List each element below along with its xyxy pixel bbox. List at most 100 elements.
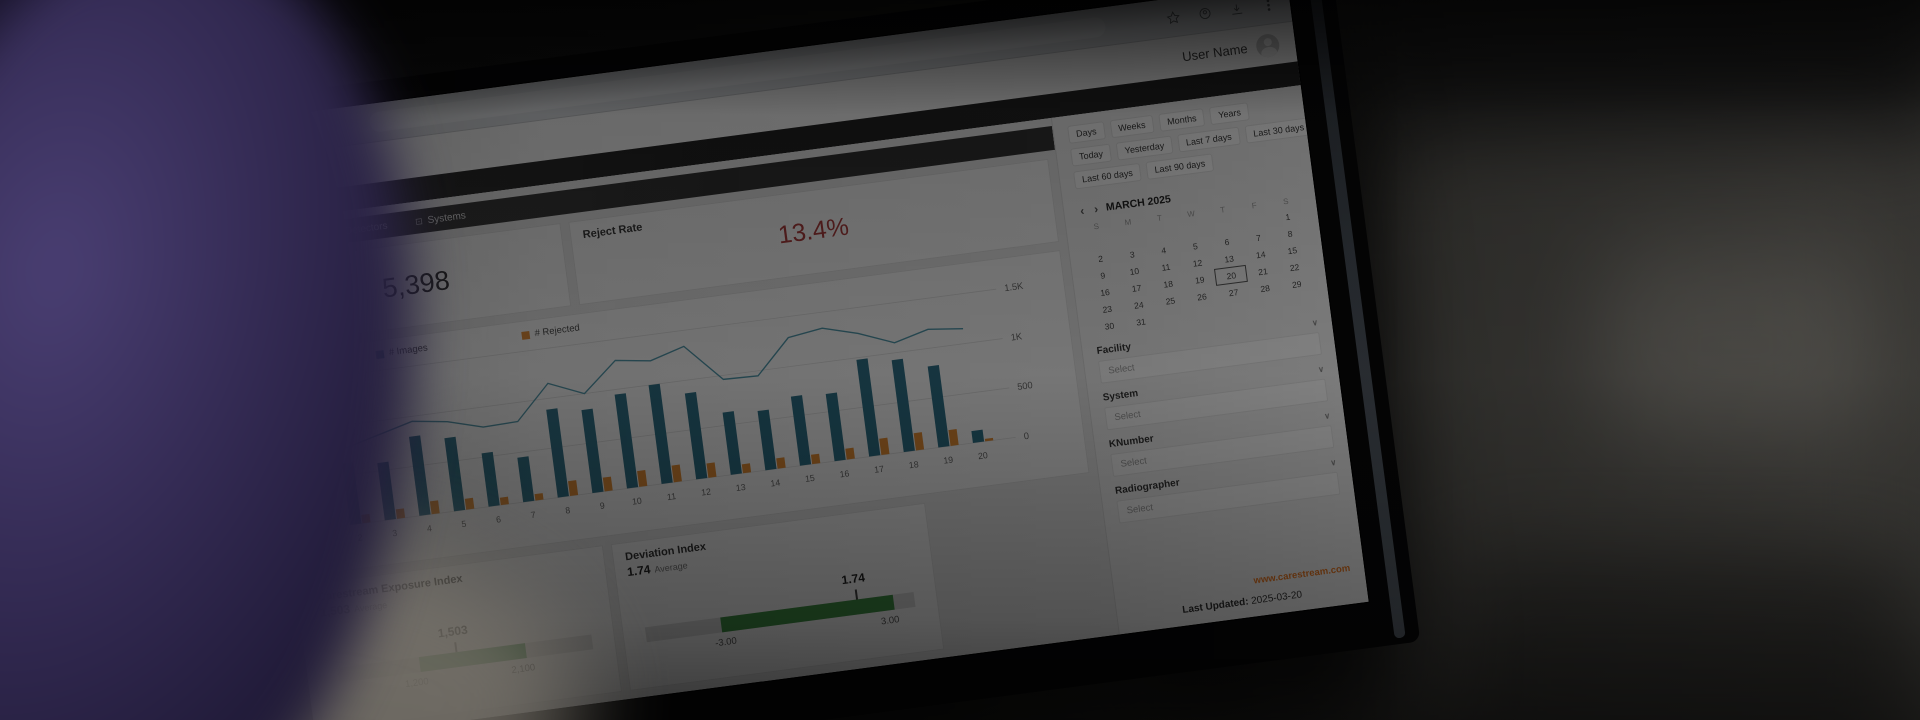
range-yesterday[interactable]: Yesterday (1115, 135, 1174, 161)
chevron-down-icon[interactable]: ∨ (1311, 317, 1319, 328)
background-blur (1600, 250, 1870, 440)
calendar-day-empty (1282, 290, 1316, 311)
x-tick-label: 12 (701, 486, 712, 497)
x-tick-label: 3 (392, 528, 398, 539)
images-bar (444, 436, 466, 512)
reject-rate-label: Reject Rate (582, 221, 644, 242)
images-bar (891, 358, 915, 453)
filter-label: KNumber (1108, 433, 1155, 451)
x-tick-label: 8 (565, 505, 571, 516)
x-tick-label: 14 (770, 477, 781, 488)
rejected-bar (776, 457, 786, 469)
calendar-next-icon[interactable]: › (1093, 201, 1100, 217)
monitor-icon: ⊡ (414, 215, 424, 227)
calendar-prev-icon[interactable]: ‹ (1079, 203, 1086, 218)
calendar: ‹ › MARCH 2025 S M T W T F S 1 2 3 4 5 6 7 8 9 10 11 12 13 1… (1077, 175, 1315, 336)
calendar-day-empty (1187, 303, 1221, 324)
images-bar (825, 392, 846, 462)
deviation-gauge-marker (854, 589, 858, 600)
range-days[interactable]: Days (1067, 121, 1106, 144)
x-tick-label: 10 (631, 495, 642, 506)
select-placeholder: Select (1107, 362, 1136, 377)
nav-item-label: Systems (426, 209, 467, 226)
calendar-day-empty (1156, 307, 1190, 328)
rejected-bar (810, 453, 821, 465)
rejected-bar (534, 493, 544, 501)
range-weeks[interactable]: Weeks (1109, 114, 1155, 139)
sidebar-footer: www.carestream.com Last Updated: 2025-03… (1128, 558, 1354, 625)
images-bar (481, 451, 500, 507)
x-tick-label: 13 (735, 482, 746, 493)
images-bar (614, 393, 639, 489)
background-blur (1320, 0, 1920, 140)
x-tick-label: 7 (530, 509, 536, 520)
profile-icon[interactable] (1196, 4, 1214, 22)
images-bar (648, 383, 673, 484)
rejected-bar (499, 496, 509, 506)
images-bar (684, 392, 708, 480)
calendar-day-empty (1250, 294, 1284, 315)
x-tick-label: 11 (666, 491, 676, 502)
y-tick-label: 1K (1010, 331, 1023, 343)
last-updated-value: 2025-03-20 (1250, 589, 1303, 607)
filters: Facility ∨ Select System ∨ Select KNumber ∨ Sele… (1096, 317, 1342, 532)
user-name: User Name (1181, 40, 1249, 64)
deviation-index-gauge: 1.74 -3.00 3.00 (643, 570, 919, 663)
menu-kebab-icon[interactable] (1259, 0, 1277, 14)
chevron-down-icon[interactable]: ∨ (1317, 364, 1325, 375)
rejected-bar (395, 508, 406, 519)
x-tick-label: 20 (977, 450, 988, 461)
images-bar (722, 411, 742, 475)
images-bar (790, 395, 812, 466)
range-last-60-days[interactable]: Last 60 days (1073, 162, 1142, 190)
range-last-7-days[interactable]: Last 7 days (1176, 126, 1241, 153)
range-today[interactable]: Today (1070, 143, 1113, 167)
deviation-index-average-value: 1.74 (626, 562, 652, 580)
range-last-30-days[interactable]: Last 30 days (1244, 117, 1314, 144)
background-blur (1450, 560, 1920, 720)
rejected-bar (464, 497, 475, 510)
x-tick-label: 4 (426, 523, 432, 534)
nav-item-systems[interactable]: ⊡ Systems (414, 210, 466, 228)
last-updated-label: Last Updated: (1181, 596, 1250, 617)
chevron-down-icon[interactable]: ∨ (1323, 411, 1331, 421)
user-avatar-icon[interactable] (1254, 32, 1281, 59)
filter-label: System (1102, 388, 1139, 404)
rejected-bar (602, 476, 613, 492)
images-bar (927, 365, 950, 448)
y-tick-label: 500 (1017, 380, 1034, 392)
average-caption: Average (653, 560, 689, 575)
rejected-bar (948, 429, 959, 446)
range-years[interactable]: Years (1209, 102, 1250, 126)
images-bar (546, 408, 569, 498)
range-last-90-days[interactable]: Last 90 days (1145, 153, 1215, 180)
range-months[interactable]: Months (1158, 108, 1206, 132)
rejected-bar (879, 437, 890, 456)
rejected-bar (671, 464, 682, 483)
carestream-link[interactable]: www.carestream.com (1252, 562, 1351, 587)
download-icon[interactable] (1227, 0, 1245, 18)
calendar-day-empty (1219, 299, 1253, 320)
rejected-bar (913, 432, 925, 451)
x-tick-label: 16 (839, 468, 850, 479)
legend-swatch (521, 330, 531, 340)
y-tick-label: 0 (1023, 431, 1029, 442)
x-tick-label: 9 (599, 500, 605, 511)
calendar-day[interactable]: 31 (1135, 315, 1147, 328)
y-tick-label: 1.5K (1004, 281, 1025, 294)
rejected-bar (706, 462, 717, 478)
x-tick-label: 17 (874, 464, 885, 475)
x-tick-label: 6 (495, 514, 501, 525)
rejected-bar (568, 480, 579, 497)
filter-label: Facility (1096, 341, 1132, 358)
bookmark-star-icon[interactable] (1164, 8, 1182, 26)
chevron-down-icon[interactable]: ∨ (1329, 457, 1337, 468)
x-tick-label: 19 (943, 454, 954, 465)
images-bar (408, 435, 431, 516)
deviation-index-tile: Deviation Index 1.74 Average 1.74 -3.00 3.0… (610, 502, 945, 691)
calendar-day[interactable]: 30 (1104, 320, 1115, 332)
rejected-bar (637, 470, 648, 487)
deviation-gauge-marker-label: 1.74 (840, 570, 866, 588)
images-bar (971, 429, 985, 443)
